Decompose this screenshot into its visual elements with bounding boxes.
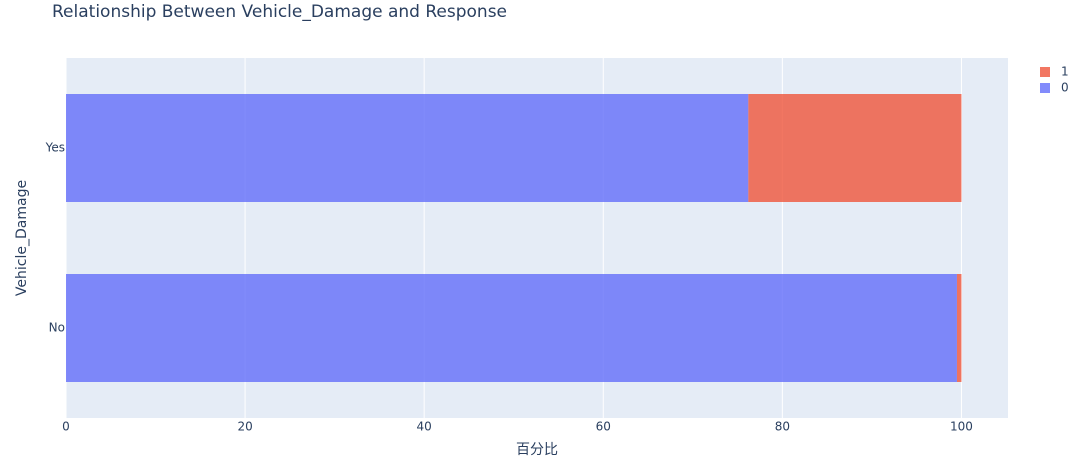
y-axis-title: Vehicle_Damage xyxy=(14,180,30,296)
x-tick-label: 20 xyxy=(237,420,252,434)
x-tick-label: 80 xyxy=(775,420,790,434)
legend-swatch xyxy=(1040,67,1050,77)
x-axis-title: 百分比 xyxy=(516,442,558,458)
legend-label: 1 xyxy=(1061,65,1069,79)
y-tick-label: No xyxy=(49,321,65,335)
chart-title: Relationship Between Vehicle_Damage and … xyxy=(52,2,507,22)
x-tick-label: 60 xyxy=(596,420,611,434)
bar xyxy=(66,94,749,202)
y-tick-label: Yes xyxy=(45,141,65,155)
bar xyxy=(956,274,962,382)
x-tick-label: 100 xyxy=(950,420,973,434)
bar xyxy=(748,94,962,202)
x-tick-label: 0 xyxy=(62,420,70,434)
x-tick-label: 40 xyxy=(417,420,432,434)
legend-swatch xyxy=(1040,83,1050,93)
bar xyxy=(66,274,957,382)
legend-label: 0 xyxy=(1061,81,1069,95)
